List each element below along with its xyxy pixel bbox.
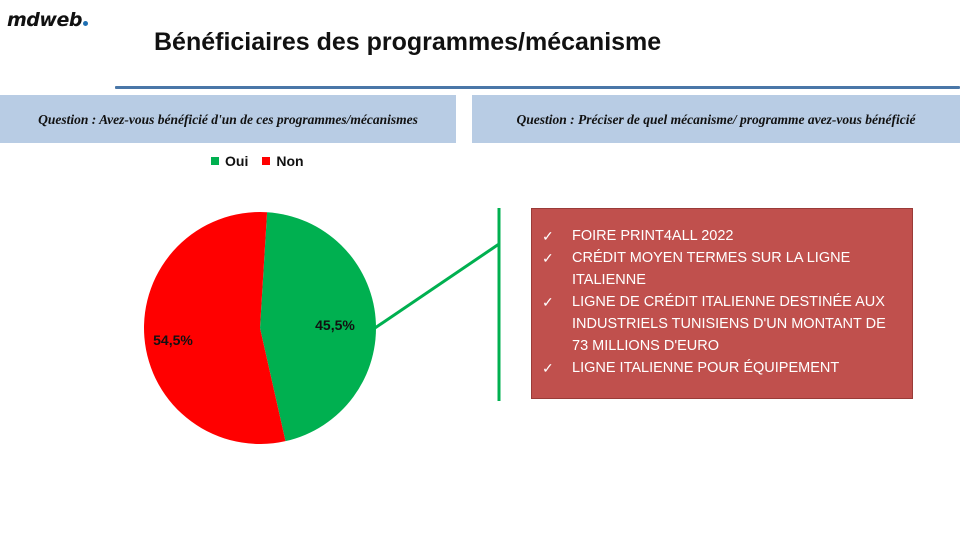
legend-label-oui: Oui	[225, 153, 249, 169]
mechanism-text: FOIRE PRINT4ALL 2022	[572, 228, 734, 244]
pie-data-label-non: 54,5%	[153, 332, 193, 348]
legend-swatch-oui	[211, 157, 219, 165]
legend-item-oui: Oui	[211, 153, 248, 169]
pie-slice-non	[144, 212, 286, 444]
check-icon: ✓	[542, 228, 554, 244]
mechanism-item: ✓ LIGNE ITALIENNE POUR ÉQUIPEMENT	[542, 357, 900, 379]
legend-swatch-non	[262, 157, 271, 165]
legend-label-non: Non	[276, 153, 304, 169]
mechanism-text: CRÉDIT MOYEN TERMES SUR LA LIGNE ITALIEN…	[572, 250, 851, 288]
pie-chart: 45,5% 54,5%	[144, 212, 377, 444]
mechanism-item: ✓ LIGNE DE CRÉDIT ITALIENNE DESTINÉE AUX …	[542, 291, 900, 357]
mechanism-item: ✓ CRÉDIT MOYEN TERMES SUR LA LIGNE ITALIE…	[542, 247, 900, 291]
mechanism-text: LIGNE DE CRÉDIT ITALIENNE DESTINÉE AUX I…	[572, 294, 886, 354]
check-icon: ✓	[542, 294, 554, 310]
mechanisms-list: ✓ FOIRE PRINT4ALL 2022 ✓ CRÉDIT MOYEN TERM…	[542, 225, 900, 379]
chart-legend: Oui Non	[211, 153, 304, 169]
mechanism-item: ✓ FOIRE PRINT4ALL 2022	[542, 225, 900, 247]
question-right-text: Question : Préciser de quel mécanisme/ p…	[516, 111, 916, 127]
question-right-banner: Question : Préciser de quel mécanisme/ p…	[472, 95, 960, 143]
logo-dot	[82, 21, 88, 26]
logo-text: mdweb	[7, 9, 82, 31]
page-title: Bénéficiaires des programmes/mécanisme	[154, 28, 662, 56]
question-left-text: Question : Avez-vous bénéficié d'un de c…	[38, 111, 418, 127]
mechanism-text: LIGNE ITALIENNE POUR ÉQUIPEMENT	[572, 360, 840, 376]
legend-item-non: Non	[262, 153, 304, 169]
mdweb-logo: mdweb	[7, 9, 88, 31]
check-icon: ✓	[542, 250, 554, 266]
title-underline	[115, 86, 960, 89]
pie-slice-oui	[260, 212, 377, 442]
check-icon: ✓	[542, 360, 554, 376]
callout-line-diagonal	[371, 242, 500, 332]
question-left-banner: Question : Avez-vous bénéficié d'un de c…	[0, 95, 456, 143]
mechanisms-box: ✓ FOIRE PRINT4ALL 2022 ✓ CRÉDIT MOYEN TERM…	[531, 208, 913, 399]
pie-data-label-oui: 45,5%	[315, 317, 355, 333]
